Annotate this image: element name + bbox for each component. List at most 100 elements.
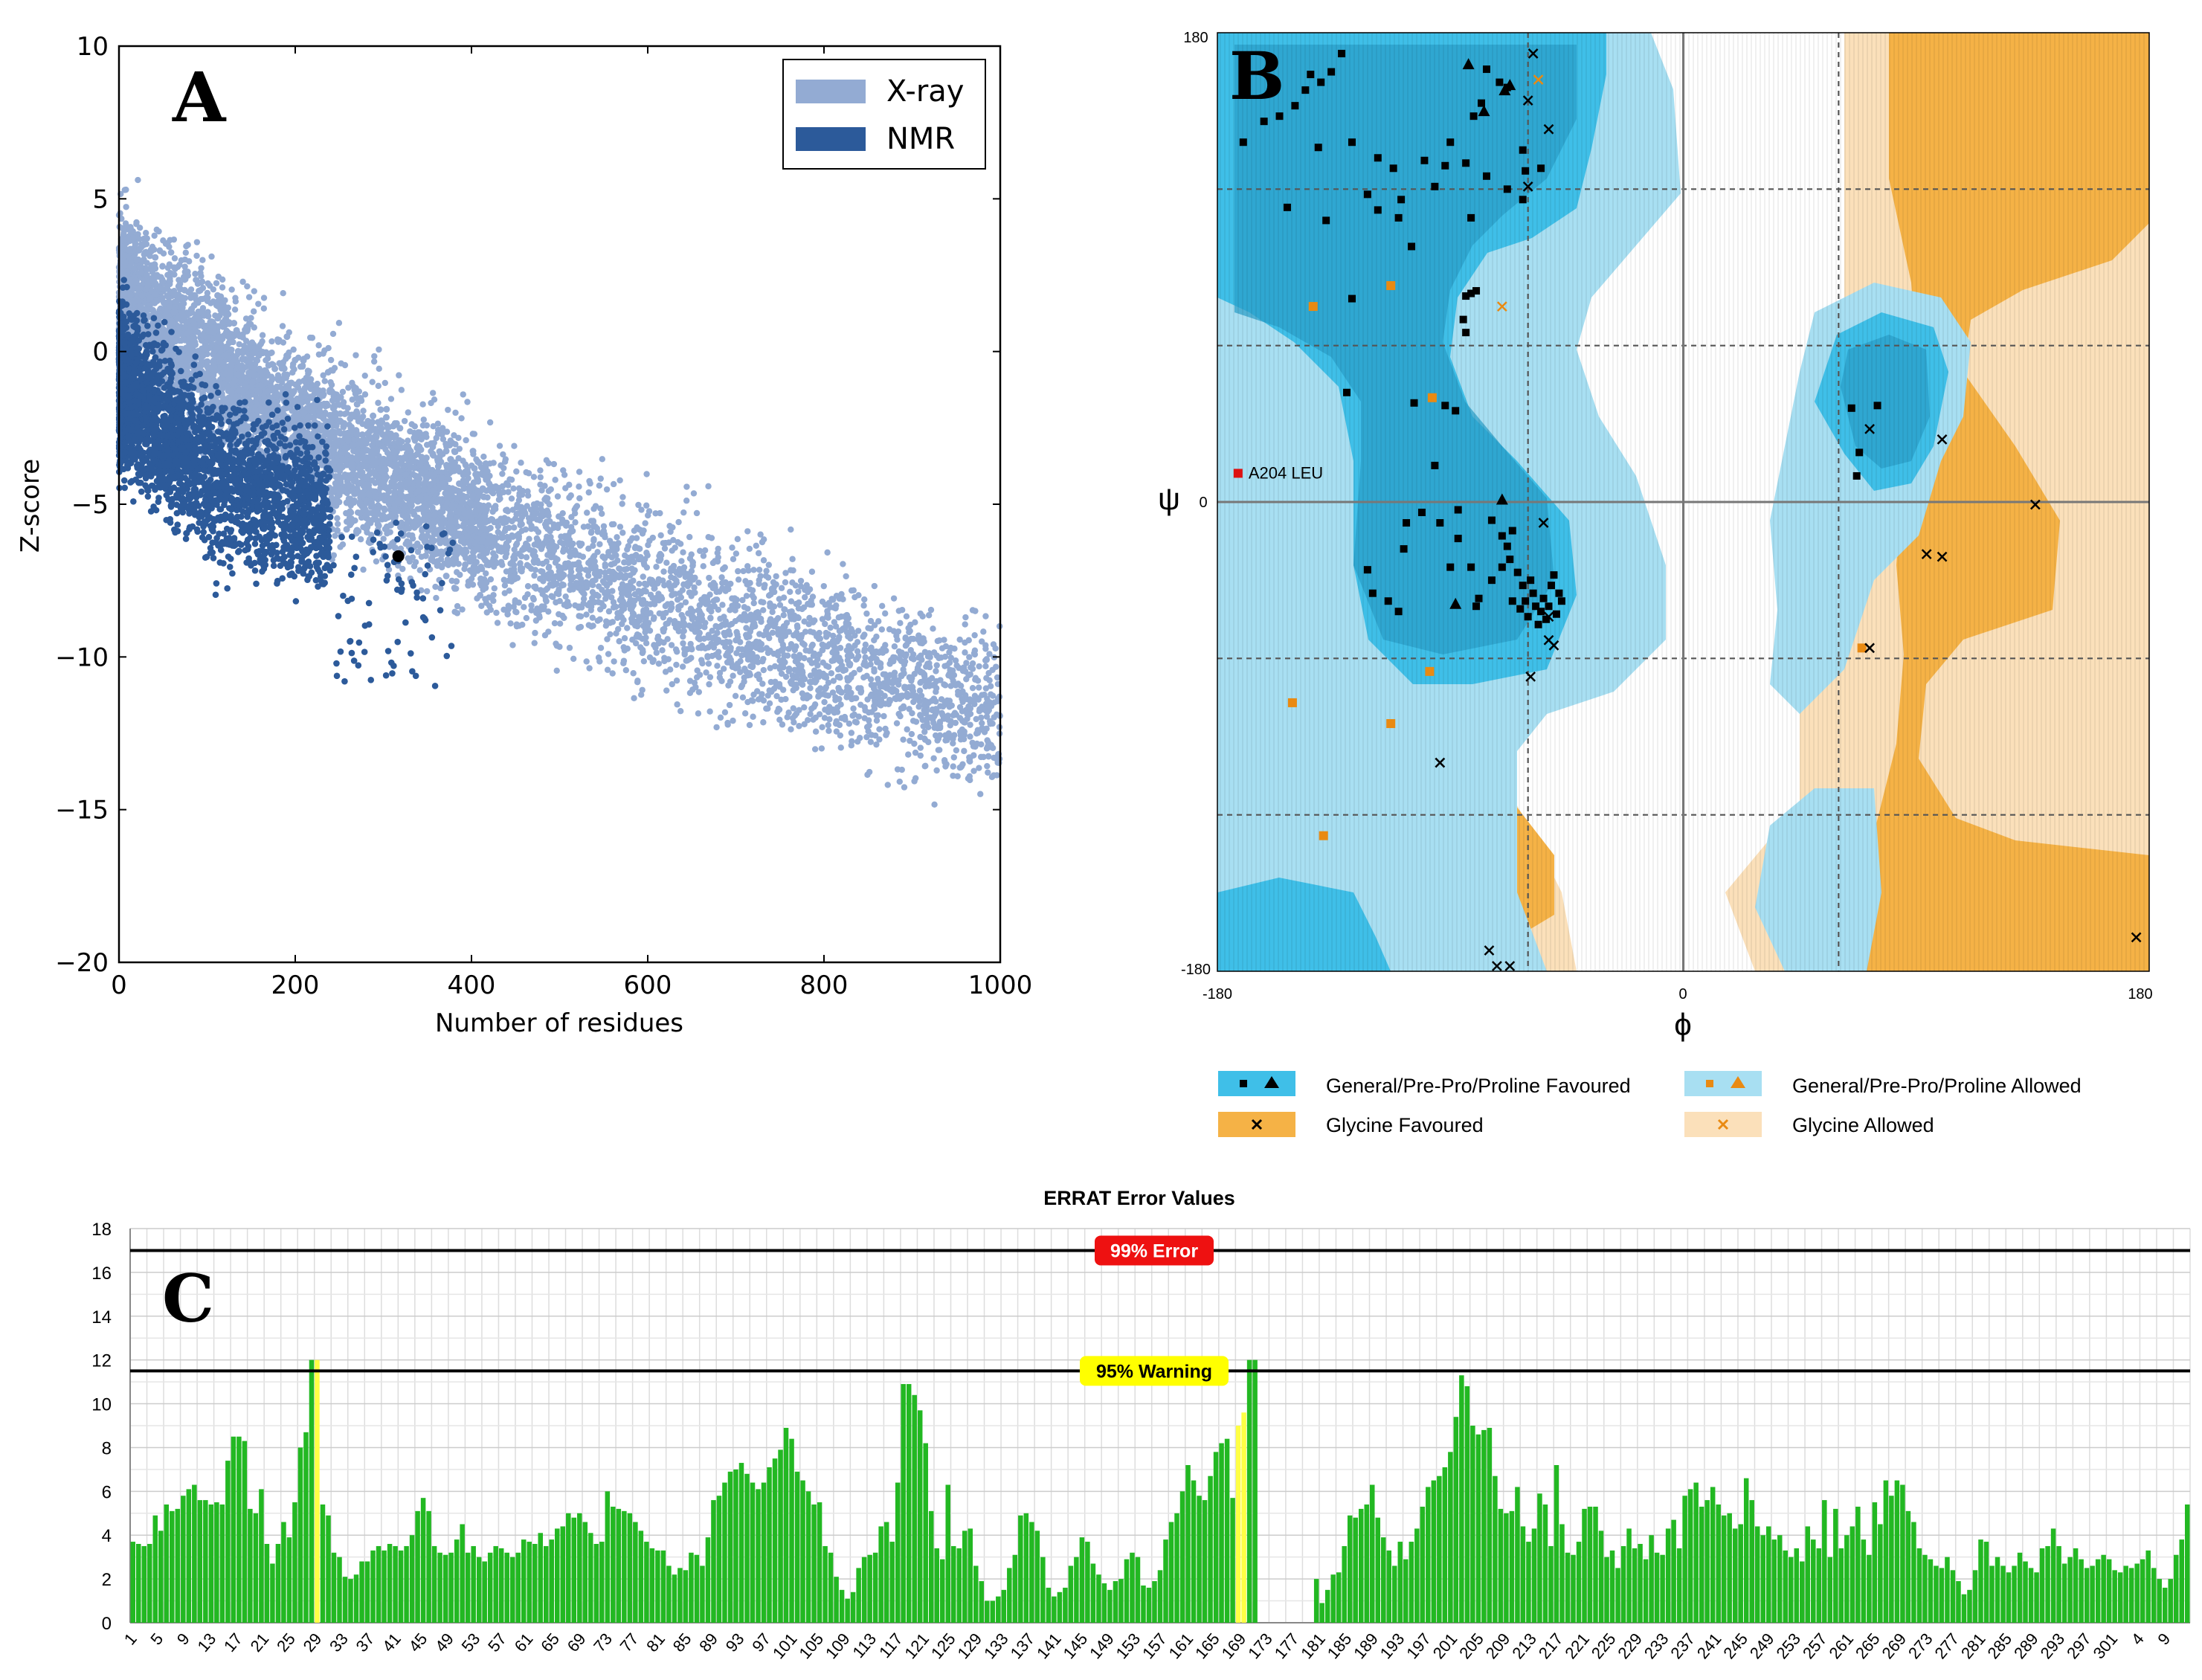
errat-xtick-label: 49	[431, 1629, 457, 1655]
errat-bar	[2106, 1559, 2112, 1623]
rama-point-favoured	[1498, 532, 1506, 540]
rama-xtick-max: 180	[2128, 986, 2152, 1002]
rama-point-glycine-allowed	[1496, 301, 1507, 312]
errat-bar	[1676, 1548, 1682, 1623]
error-badge	[1095, 1235, 1214, 1266]
errat-bar	[689, 1552, 694, 1623]
rama-point-favoured	[1441, 402, 1449, 410]
rama-point-favoured	[1527, 576, 1535, 585]
rama-point-favoured	[1462, 159, 1470, 167]
errat-bar	[448, 1552, 454, 1623]
errat-bar	[1113, 1581, 1118, 1623]
errat-bar	[1197, 1496, 1202, 1623]
errat-bar	[845, 1598, 850, 1623]
rama-point-proline	[1478, 105, 1490, 117]
errat-bar	[1716, 1504, 1721, 1623]
errat-bar	[789, 1438, 794, 1623]
zscore-ytick-label: −5	[71, 490, 109, 520]
rama-point-favoured	[1301, 86, 1310, 94]
rama-point-glycine	[2029, 499, 2041, 510]
errat-bar	[1420, 1506, 1426, 1623]
rama-point-glycine	[1522, 95, 1533, 106]
errat-bar	[1822, 1500, 1827, 1623]
errat-bar	[1052, 1596, 1057, 1623]
errat-bar	[1381, 1537, 1386, 1623]
rama-point-favoured	[1394, 213, 1403, 222]
errat-bar	[1743, 1478, 1749, 1623]
rama-point-favoured	[1239, 138, 1247, 147]
errat-bar	[2045, 1545, 2050, 1623]
errat-xtick-label: 125	[927, 1629, 959, 1662]
zscore-legend: X-ray NMR	[782, 59, 986, 170]
errat-xtick-label: 25	[273, 1629, 299, 1655]
errat-ytick-label: 6	[102, 1482, 112, 1502]
errat-bar	[834, 1577, 839, 1623]
errat-bar	[248, 1508, 253, 1623]
rama-point-favoured	[1446, 138, 1455, 147]
errat-bar	[1168, 1522, 1174, 1623]
errat-bar	[454, 1539, 460, 1623]
errat-bar	[1096, 1574, 1101, 1623]
errat-bar	[1515, 1487, 1520, 1623]
errat-bar	[1693, 1482, 1699, 1623]
errat-bar-warning	[315, 1359, 320, 1623]
rama-point-favoured	[1487, 516, 1496, 524]
rama-point-favoured	[1482, 65, 1490, 74]
errat-bar	[2090, 1565, 2095, 1623]
errat-bar	[253, 1513, 259, 1623]
errat-bar	[1324, 1589, 1330, 1623]
errat-bar	[2056, 1545, 2061, 1623]
errat-bar	[2151, 1568, 2157, 1623]
errat-bar	[1833, 1508, 1838, 1623]
rama-point-favoured	[1508, 527, 1516, 535]
rama-point-favoured	[1519, 146, 1527, 154]
errat-bar	[1431, 1480, 1437, 1623]
errat-bar	[1007, 1568, 1012, 1623]
rama-point-favoured	[1522, 167, 1530, 175]
rama-point-favoured	[1467, 563, 1475, 571]
errat-bar	[1609, 1550, 1615, 1623]
errat-bar	[867, 1554, 872, 1623]
errat-bar	[164, 1504, 170, 1623]
errat-bar	[147, 1544, 152, 1623]
errat-title: ERRAT Error Values	[1043, 1187, 1235, 1209]
errat-xtick-label: 169	[1218, 1629, 1250, 1662]
rama-point-favoured	[1317, 78, 1325, 86]
errat-bar	[1928, 1559, 1934, 1623]
errat-bar	[1442, 1467, 1448, 1623]
errat-xtick-label: 153	[1113, 1629, 1145, 1662]
errat-bar	[577, 1513, 582, 1623]
rama-point-favoured	[1454, 506, 1462, 514]
errat-bar	[1163, 1539, 1168, 1623]
errat-ytick-label: 8	[102, 1438, 112, 1458]
errat-bar	[538, 1533, 544, 1623]
rama-point-proline	[1504, 79, 1516, 91]
errat-bar	[1313, 1579, 1319, 1623]
rama-point-favoured	[1498, 563, 1506, 571]
errat-bar	[1620, 1545, 1626, 1623]
rama-point-favoured	[1555, 589, 1563, 597]
errat-bar	[1336, 1572, 1342, 1623]
errat-bar	[2050, 1528, 2056, 1623]
errat-bar	[700, 1565, 705, 1623]
zscore-xtick-label: 200	[271, 971, 320, 1000]
ramachandran-plot: -180 0 180 180 0 -180 ϕ ψ B A204 LEU Gen…	[1158, 30, 2153, 1137]
errat-bar	[1375, 1517, 1381, 1623]
errat-bar	[716, 1496, 722, 1623]
rama-xtick-zero: 0	[1678, 986, 1687, 1002]
errat-xtick-label: 269	[1878, 1629, 1910, 1662]
rama-point-favoured	[1275, 112, 1284, 120]
errat-xtick-label: 253	[1772, 1629, 1804, 1662]
errat-bar	[772, 1458, 778, 1623]
rama-point-proline	[1462, 58, 1475, 70]
errat-bar	[1001, 1589, 1007, 1623]
errat-bar	[1878, 1524, 1883, 1623]
errat-bar	[616, 1508, 622, 1623]
errat-bar	[1649, 1535, 1654, 1623]
errat-xtick-label: 205	[1455, 1629, 1487, 1662]
rama-ytick-min: -180	[1181, 962, 1211, 978]
zscore-xtick-label: 800	[800, 971, 849, 1000]
errat-xtick-label: 57	[484, 1629, 510, 1655]
errat-xtick-label: 161	[1165, 1629, 1197, 1662]
panel-letter-a: A	[172, 57, 227, 138]
